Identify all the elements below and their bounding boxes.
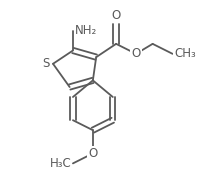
Text: O: O	[111, 9, 121, 22]
Text: O: O	[88, 147, 98, 160]
Text: CH₃: CH₃	[174, 47, 196, 60]
Text: O: O	[131, 47, 141, 60]
Text: NH₂: NH₂	[75, 24, 97, 37]
Text: H₃C: H₃C	[50, 157, 71, 170]
Text: S: S	[42, 57, 50, 70]
